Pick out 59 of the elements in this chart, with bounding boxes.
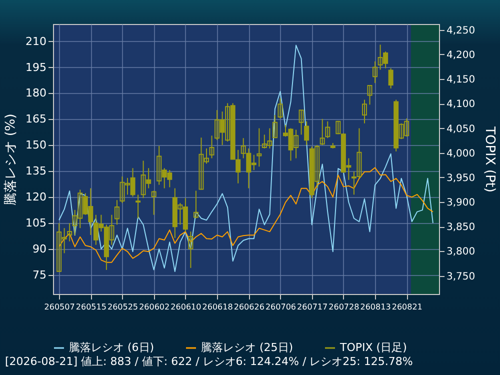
candlestick — [188, 231, 194, 268]
y-tick-label: 105 — [26, 216, 46, 230]
y2-tick-label: 3,800 — [446, 246, 476, 258]
legend-label: 騰落レシオ (25日) — [201, 341, 294, 354]
legend-label: TOPIX (日足) — [339, 341, 407, 354]
y-tick-label: 165 — [26, 112, 46, 126]
y2-tick-label: 3,750 — [446, 271, 476, 282]
line-series — [58, 167, 434, 263]
y2-axis-title: TOPIX (Pt) — [482, 126, 498, 192]
y-tick-label: 150 — [26, 138, 46, 152]
x-tick-label: 260602 — [139, 302, 170, 312]
x-tick-label: 260618 — [202, 302, 233, 312]
x-tick-label: 260706 — [265, 302, 296, 312]
y2-tick-label: 3,850 — [446, 222, 476, 234]
y-axis-title: 騰落レシオ (%) — [4, 114, 19, 206]
candlestick — [209, 135, 214, 159]
x-tick-label: 260515 — [76, 302, 106, 312]
candlestick — [298, 110, 304, 136]
y-tick-label: 120 — [26, 190, 46, 204]
candlestick — [151, 190, 156, 216]
x-tick-label: 260813 — [360, 302, 391, 312]
y2-tick-label: 4,100 — [446, 99, 476, 110]
candlestick — [278, 98, 283, 119]
x-tick-label: 260610 — [170, 302, 202, 312]
y-tick-label: 195 — [26, 60, 46, 74]
y2-tick-label: 3,950 — [446, 172, 476, 184]
line-series — [58, 44, 434, 272]
x-tick-label: 260821 — [392, 302, 422, 312]
candlestick — [136, 194, 141, 219]
y-tick-label: 210 — [26, 34, 46, 48]
candlestick — [367, 84, 372, 106]
y2-tick-label: 4,200 — [446, 50, 476, 61]
candlestick — [256, 128, 262, 168]
y2-tick-label: 4,000 — [446, 148, 476, 160]
candlestick — [320, 118, 325, 146]
y-tick-label: 180 — [26, 86, 46, 100]
candlestick — [193, 190, 198, 219]
candlestick — [362, 99, 367, 124]
y-tick-label: 90 — [32, 242, 46, 256]
x-tick-label: 260507 — [44, 302, 75, 312]
x-tick-label: 260717 — [297, 302, 328, 312]
y2-tick-label: 4,150 — [446, 74, 476, 86]
candlestick — [388, 68, 394, 89]
candlestick — [372, 60, 378, 84]
candlestick — [67, 222, 72, 242]
candlestick — [304, 120, 310, 146]
y2-tick-label: 4,050 — [446, 124, 476, 135]
x-tick-label: 260626 — [234, 302, 264, 312]
y-tick-label: 135 — [26, 164, 46, 178]
y-tick-label: 75 — [32, 268, 46, 282]
x-tick-label: 260728 — [328, 302, 360, 312]
candlestick — [272, 114, 278, 139]
candlestick — [325, 120, 330, 139]
text: [2026-08-21] 値上: 883 / 値下: 622 / レシオ6: 124.24% / レシオ25: 125.78% — [5, 354, 413, 369]
legend-label: 騰落レシオ (6日) — [69, 341, 154, 354]
x-tick-label: 260525 — [107, 302, 138, 312]
candlestick — [114, 200, 120, 226]
y2-tick-label: 3,900 — [446, 198, 476, 209]
y2-tick-label: 4,250 — [446, 25, 476, 36]
